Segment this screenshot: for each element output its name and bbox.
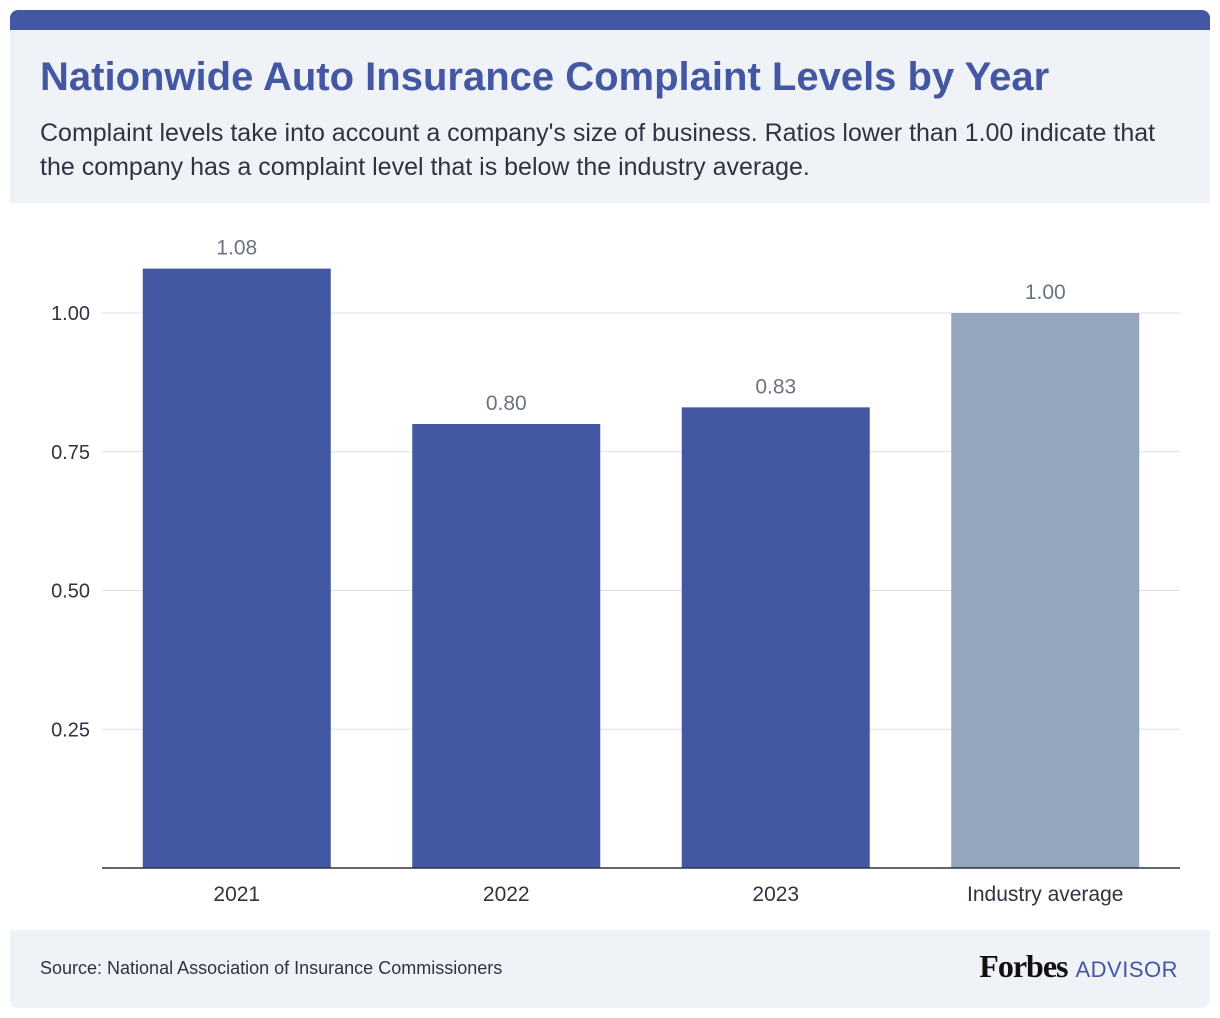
chart-title: Nationwide Auto Insurance Complaint Leve… — [40, 55, 1050, 99]
bar-value-label: 1.00 — [1025, 281, 1066, 304]
logo-advisor-text: ADVISOR — [1075, 957, 1178, 982]
y-tick-label: 0.75 — [51, 442, 90, 464]
x-category-label: 2022 — [483, 883, 530, 906]
bar-chart: 0.25 0.50 0.75 1.00 1.08 2021 0.80 2022 0.83 2023… — [0, 203, 1220, 930]
top-accent-bar — [10, 10, 1210, 30]
bar — [951, 313, 1140, 868]
y-tick-label: 0.50 — [51, 581, 90, 603]
y-tick-label: 0.25 — [51, 719, 90, 741]
bar-value-label: 0.80 — [486, 392, 527, 415]
x-category-label: Industry average — [967, 883, 1123, 906]
bar — [412, 424, 601, 868]
chart-header: Nationwide Auto Insurance Complaint Leve… — [10, 30, 1210, 203]
bar — [142, 268, 331, 869]
y-tick-label: 1.00 — [51, 303, 90, 325]
bar-value-label: 1.08 — [216, 237, 257, 260]
chart-footer: Source: National Association of Insuranc… — [10, 930, 1210, 1008]
chart-subtitle: Complaint levels take into account a com… — [40, 119, 1156, 181]
x-category-label: 2021 — [213, 883, 260, 906]
x-category-label: 2023 — [752, 883, 799, 906]
bar — [681, 407, 870, 868]
source-note: Source: National Association of Insuranc… — [40, 958, 503, 978]
bar-value-label: 0.83 — [755, 375, 796, 398]
logo-forbes-text: Forbes — [979, 948, 1068, 984]
forbes-advisor-logo: Forbes ADVISOR — [979, 948, 1178, 985]
chart-svg: 0.25 0.50 0.75 1.00 1.08 2021 0.80 2022 0.83 2023… — [51, 237, 1180, 906]
